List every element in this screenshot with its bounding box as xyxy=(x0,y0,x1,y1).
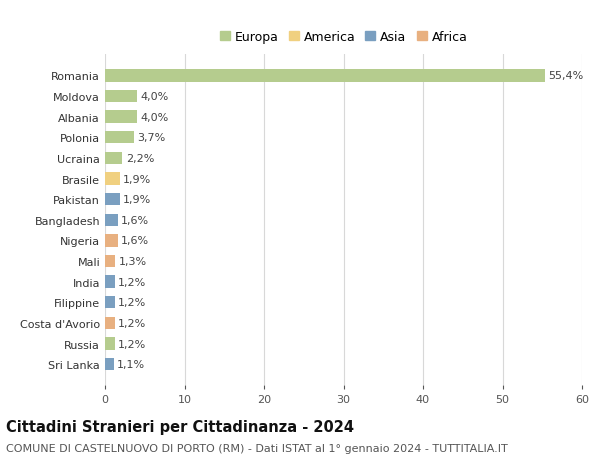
Bar xyxy=(105,194,120,206)
Text: 4,0%: 4,0% xyxy=(140,112,168,123)
Bar xyxy=(105,70,545,83)
Text: 4,0%: 4,0% xyxy=(140,92,168,102)
Text: 1,6%: 1,6% xyxy=(121,236,149,246)
Bar xyxy=(105,235,118,247)
Text: 1,2%: 1,2% xyxy=(118,318,146,328)
Text: 1,2%: 1,2% xyxy=(118,339,146,349)
Text: 1,3%: 1,3% xyxy=(119,257,146,267)
Bar xyxy=(105,276,115,288)
Text: 1,9%: 1,9% xyxy=(123,195,152,205)
Text: 55,4%: 55,4% xyxy=(548,71,584,81)
Bar xyxy=(105,338,115,350)
Text: 1,2%: 1,2% xyxy=(118,277,146,287)
Legend: Europa, America, Asia, Africa: Europa, America, Asia, Africa xyxy=(217,28,470,46)
Text: Cittadini Stranieri per Cittadinanza - 2024: Cittadini Stranieri per Cittadinanza - 2… xyxy=(6,419,354,434)
Bar xyxy=(105,255,115,268)
Bar xyxy=(105,297,115,309)
Text: 1,1%: 1,1% xyxy=(117,359,145,369)
Text: 1,6%: 1,6% xyxy=(121,215,149,225)
Bar xyxy=(105,91,137,103)
Text: 3,7%: 3,7% xyxy=(137,133,166,143)
Bar xyxy=(105,111,137,123)
Text: 1,2%: 1,2% xyxy=(118,297,146,308)
Bar xyxy=(105,317,115,330)
Bar xyxy=(105,358,114,370)
Bar xyxy=(105,132,134,144)
Text: 2,2%: 2,2% xyxy=(125,154,154,163)
Bar xyxy=(105,173,120,185)
Text: COMUNE DI CASTELNUOVO DI PORTO (RM) - Dati ISTAT al 1° gennaio 2024 - TUTTITALIA: COMUNE DI CASTELNUOVO DI PORTO (RM) - Da… xyxy=(6,443,508,453)
Text: 1,9%: 1,9% xyxy=(123,174,152,184)
Bar xyxy=(105,152,122,165)
Bar xyxy=(105,214,118,226)
